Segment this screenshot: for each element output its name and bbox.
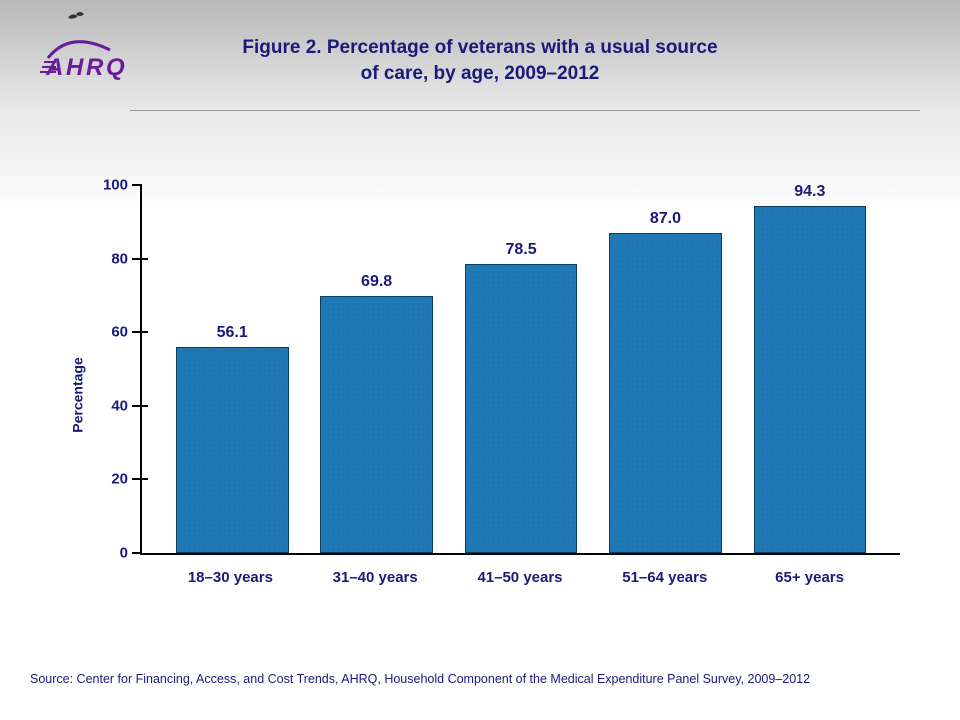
bar: 69.8 [320,296,433,553]
y-tick-extend [142,331,148,333]
y-tick-extend [142,405,148,407]
bar-value-label: 56.1 [217,324,248,342]
bar-value-label: 69.8 [361,273,392,291]
bar-column: 78.5 [449,185,593,553]
y-tick-label: 40 [111,397,128,414]
plot-area: 56.169.878.587.094.3 020406080100 [140,185,900,555]
chart-title: Figure 2. Percentage of veterans with a … [0,35,960,86]
y-tick [132,184,142,186]
y-axis-label: Percentage [70,357,86,432]
title-line-1: Figure 2. Percentage of veterans with a … [242,37,717,58]
y-tick-label: 0 [120,545,128,562]
source-citation: Source: Center for Financing, Access, an… [30,672,930,686]
y-tick-label: 80 [111,250,128,267]
y-tick-extend [142,258,148,260]
x-axis-label: 18–30 years [158,561,303,605]
y-tick [132,331,142,333]
y-tick [132,258,142,260]
bar-column: 69.8 [304,185,448,553]
x-axis-labels: 18–30 years31–40 years41–50 years51–64 y… [140,561,900,605]
y-tick [132,552,142,554]
y-tick-extend [142,478,148,480]
bar-chart: Percentage 56.169.878.587.094.3 02040608… [80,185,900,605]
title-line-2: of care, by age, 2009–2012 [361,63,600,84]
bar: 56.1 [176,347,289,553]
bar-column: 56.1 [160,185,304,553]
bar-column: 87.0 [593,185,737,553]
y-tick [132,478,142,480]
x-axis-label: 31–40 years [303,561,448,605]
x-axis-label: 65+ years [737,561,882,605]
bar-value-label: 94.3 [794,183,825,201]
y-tick-label: 20 [111,471,128,488]
header-divider [130,110,920,111]
bar-value-label: 87.0 [650,210,681,228]
x-axis-label: 51–64 years [592,561,737,605]
bar: 78.5 [465,264,578,553]
header: A H R Q Figure 2. Percentage of veterans… [0,0,960,130]
bar-column: 94.3 [738,185,882,553]
y-tick-label: 100 [103,177,128,194]
bar: 94.3 [754,206,867,553]
bar-value-label: 78.5 [505,241,536,259]
bar: 87.0 [609,233,722,553]
x-axis-label: 41–50 years [448,561,593,605]
y-tick-label: 60 [111,324,128,341]
bars-container: 56.1 69.8 78.5 87.0 94.3 [142,185,900,553]
y-tick [132,405,142,407]
